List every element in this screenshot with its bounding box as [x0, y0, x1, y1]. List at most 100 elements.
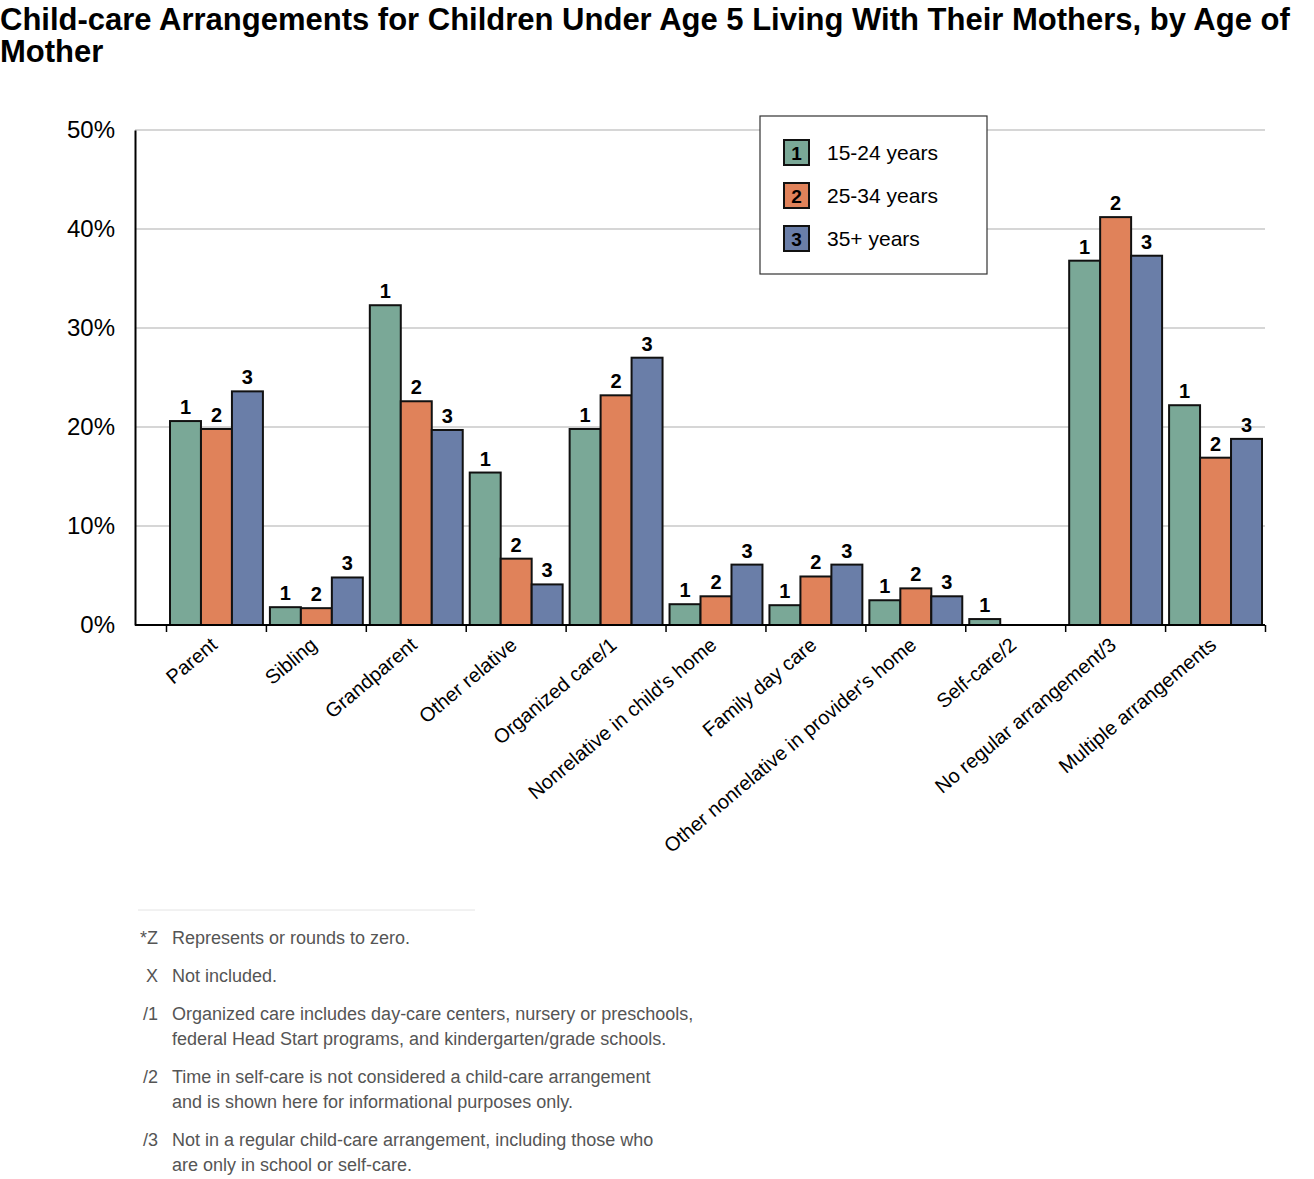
y-tick: 50%: [67, 116, 135, 143]
footnote-symbol: /2: [143, 1067, 158, 1087]
x-tick-label: Other relative: [415, 633, 521, 727]
x-tick-label: Sibling: [261, 633, 321, 688]
category-separator: [665, 625, 667, 632]
series-label: 1: [180, 396, 191, 418]
legend-swatch-label: 1: [791, 143, 802, 164]
series-label: 3: [542, 559, 553, 581]
series-label: 3: [1141, 231, 1152, 253]
legend-label: 25-34 years: [827, 184, 938, 207]
x-tick-label: Multiple arrangements: [1054, 633, 1220, 777]
category-separator: [565, 625, 567, 632]
category-separator: [266, 625, 268, 632]
series-label: 2: [611, 370, 622, 392]
series-label: 1: [979, 594, 990, 616]
grid: [135, 130, 1265, 625]
bar: [401, 401, 432, 625]
x-tick: Grandparent: [321, 625, 422, 722]
bar: [900, 588, 931, 625]
series-label: 2: [810, 551, 821, 573]
y-tick: 30%: [67, 314, 135, 341]
legend-swatch-label: 2: [791, 186, 802, 207]
x-tick-label: Parent: [162, 633, 222, 688]
footnote-symbol: *Z: [140, 928, 158, 948]
bar: [1231, 439, 1262, 625]
bar: [1131, 256, 1162, 625]
footnote-text: Organized care includes day-care centers…: [172, 1004, 693, 1024]
y-axis-line: [135, 131, 137, 626]
category-separator: [1165, 625, 1167, 632]
series-label: 2: [511, 534, 522, 556]
x-tick-label: Self-care/2: [932, 633, 1020, 712]
y-tick-label: 40%: [67, 215, 115, 242]
bar: [601, 395, 632, 625]
y-tick-label: 30%: [67, 314, 115, 341]
bar: [470, 473, 501, 625]
series-label: 2: [910, 563, 921, 585]
bar: [869, 600, 900, 625]
x-tick: Other relative: [415, 625, 521, 727]
bar: [532, 584, 563, 625]
category-separators: [167, 625, 1266, 632]
y-tick: 40%: [67, 215, 135, 242]
bars: [170, 217, 1262, 625]
category-separator: [166, 625, 168, 632]
legend-label: 15-24 years: [827, 141, 938, 164]
footnote-text: Time in self-care is not considered a ch…: [172, 1067, 651, 1087]
bar: [731, 565, 762, 625]
grid-line: [135, 228, 1265, 230]
category-separator: [1265, 625, 1267, 632]
series-label: 2: [710, 571, 721, 593]
series-label: 2: [411, 376, 422, 398]
category-separator: [366, 625, 368, 632]
legend-swatch: [784, 226, 809, 251]
chart: Child-care Arrangements for Children Und…: [0, 0, 1314, 1179]
y-tick: 0%: [80, 611, 135, 638]
series-label: 1: [280, 582, 291, 604]
series-label: 2: [211, 404, 222, 426]
footnote-text: are only in school or self-care.: [172, 1155, 412, 1175]
bar: [1100, 217, 1131, 625]
y-tick-label: 10%: [67, 512, 115, 539]
bar: [432, 430, 463, 625]
bar: [831, 565, 862, 625]
x-tick: Other nonrelative in provider's home: [660, 625, 921, 857]
y-tick-label: 50%: [67, 116, 115, 143]
category-separator: [1065, 625, 1067, 632]
footnote-text: Not included.: [172, 966, 277, 986]
x-tick: Nonrelative in child's home: [524, 625, 721, 803]
legend-swatch: [784, 183, 809, 208]
x-tick-label: Grandparent: [321, 633, 422, 722]
series-label: 3: [642, 333, 653, 355]
series-label: 3: [1241, 414, 1252, 436]
x-tick: No regular arrangement/3: [931, 625, 1121, 797]
title: Child-care Arrangements for Children Und…: [0, 2, 1290, 69]
x-tick: Parent: [162, 625, 222, 688]
footnote-rule: [138, 910, 475, 911]
category-separator: [965, 625, 967, 632]
bar: [201, 429, 232, 625]
footnotes: *ZRepresents or rounds to zero.XNot incl…: [138, 910, 693, 1175]
x-axis: ParentSiblingGrandparentOther relativeOr…: [162, 625, 1220, 857]
series-label: 2: [311, 583, 322, 605]
bar: [270, 607, 301, 625]
series-label: 2: [1210, 433, 1221, 455]
bar: [301, 608, 332, 625]
series-label: 1: [779, 580, 790, 602]
category-separator: [765, 625, 767, 632]
x-tick-label: Other nonrelative in provider's home: [660, 633, 921, 857]
bar: [701, 596, 732, 625]
series-label: 1: [1179, 380, 1190, 402]
bar: [800, 576, 831, 625]
series-label: 3: [841, 540, 852, 562]
y-axis: 0% 10% 20% 30% 40% 50%: [67, 116, 136, 638]
y-tick: 20%: [67, 413, 135, 440]
bar: [1069, 261, 1100, 625]
bar: [332, 577, 363, 625]
bar: [170, 421, 201, 625]
footnote-symbol: X: [146, 966, 158, 986]
bar: [670, 604, 701, 625]
series-label: 1: [679, 579, 690, 601]
bar: [632, 358, 663, 625]
bar: [370, 305, 401, 625]
bar: [931, 596, 962, 625]
